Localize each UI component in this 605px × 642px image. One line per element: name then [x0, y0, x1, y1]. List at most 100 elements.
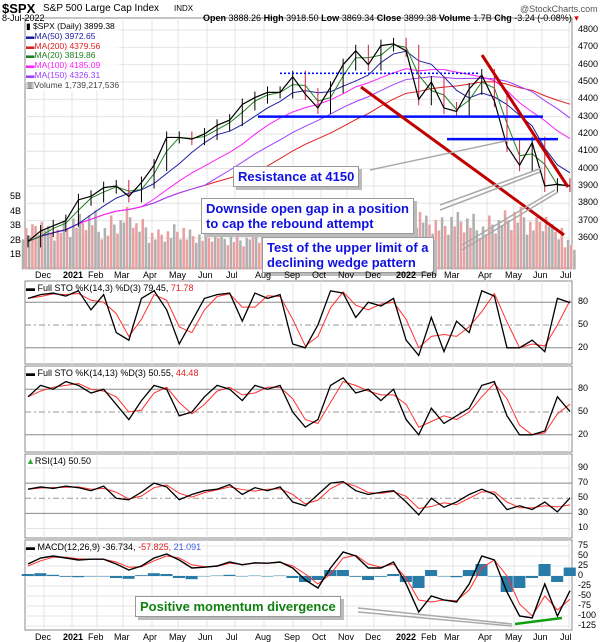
- annotation-wedge-line1: Test of the upper limit of a: [267, 240, 429, 255]
- volume-bar: [475, 230, 479, 270]
- macd-histogram-bar: [135, 575, 148, 576]
- sto2-k-text: Full STO %K(14,13) %D(3) 50.55,: [37, 368, 174, 378]
- date-tick: Aug: [255, 632, 272, 642]
- volume-tick: 1B: [10, 249, 22, 259]
- close-label: Close: [376, 13, 402, 23]
- volume-bar: [87, 215, 91, 270]
- macd-histogram-bar: [147, 573, 160, 576]
- price-tick: 4800: [578, 24, 599, 34]
- legend-text: MA(200) 4379.56: [34, 40, 101, 51]
- volume-bar: [469, 227, 472, 270]
- price-tick: 4400: [578, 93, 599, 104]
- volume-bar: [119, 220, 122, 270]
- volume-bar: [201, 240, 204, 270]
- sto2-label: ▬ Full STO %K(14,13) %D(3) 50.55, 44.48: [26, 368, 198, 378]
- volume-bar: [43, 230, 47, 270]
- macd-text: MACD(12,26,9) -36.734,: [37, 542, 136, 552]
- callout-line: [369, 139, 511, 171]
- sto2-tick: 20: [578, 428, 589, 439]
- legend-text: MA(100) 4185.09: [34, 60, 101, 71]
- volume-tick: 4B: [10, 205, 22, 216]
- volume-bar: [28, 235, 31, 270]
- legend-item: ▬MA(50) 3972.65: [26, 30, 119, 42]
- volume-bar: [447, 234, 450, 270]
- volume-bar: [198, 234, 201, 270]
- macd-histogram-bar: [59, 576, 72, 577]
- legend-swatch-icon: ▮: [26, 21, 34, 31]
- macd-histogram-bar: [462, 570, 475, 576]
- macd-histogram-bar: [21, 574, 34, 576]
- price-line: [27, 43, 571, 242]
- legend-swatch-icon: ▬: [26, 69, 35, 80]
- macd-histogram-bar: [72, 576, 85, 578]
- legend-item: ▬MA(100) 4185.09: [26, 60, 119, 71]
- date-tick: Nov: [338, 632, 355, 642]
- macd-histogram-bar: [97, 576, 110, 577]
- macd-histogram-bar: [286, 576, 299, 578]
- high-value: 3918.50: [286, 13, 319, 23]
- volume-bar: [163, 241, 167, 270]
- volume-bar: [138, 231, 141, 270]
- price-tick: 4200: [578, 127, 599, 138]
- volume-bar: [563, 247, 567, 270]
- volume-bar: [81, 223, 85, 270]
- legend-item: ▬MA(150) 4326.31: [26, 69, 119, 81]
- volume-bar: [232, 242, 236, 270]
- date-tick: Feb: [421, 632, 437, 642]
- macd-histogram-bar: [261, 576, 274, 577]
- macd-histogram-bar: [324, 570, 337, 576]
- date-tick: Jul: [560, 270, 572, 280]
- volume-bar: [516, 222, 519, 270]
- wedge-lower-line: [360, 85, 565, 237]
- macd-histogram-bar: [185, 576, 198, 580]
- chg-label: Chg: [494, 13, 512, 23]
- macd-tick: 0: [578, 570, 584, 580]
- volume-bar: [94, 210, 97, 270]
- date-tick: Mar: [444, 270, 460, 280]
- callout-line: [439, 171, 541, 211]
- volume-bar: [529, 221, 532, 270]
- macd-histogram-bar: [336, 570, 349, 576]
- date-tick: Jul: [226, 632, 238, 642]
- macd-histogram-bar: [84, 576, 97, 577]
- volume-bar: [220, 227, 223, 270]
- date-tick: Dec: [365, 270, 382, 280]
- date-tick: 2022: [396, 632, 417, 642]
- volume-tick: 5B: [10, 191, 22, 201]
- date-tick: Mar: [114, 632, 130, 642]
- annotation-wedge-line2: declining wedge pattern: [267, 255, 416, 270]
- date-tick: Apr: [478, 632, 493, 642]
- date-tick: Jun: [533, 270, 548, 280]
- volume-bar: [182, 228, 185, 270]
- chg-value: -3.24 (-0.08%): [514, 13, 572, 23]
- rsi-tick: 70: [578, 477, 589, 488]
- date-tick: Mar: [114, 270, 130, 280]
- volume-bar: [135, 223, 138, 270]
- macd-histogram-bar: [538, 564, 551, 576]
- legend-swatch: ▬: [26, 542, 35, 552]
- volume-bar: [125, 206, 129, 270]
- rsi-tick: 30: [578, 507, 589, 518]
- volume-bar: [557, 239, 560, 270]
- legend-swatch-icon: ▬: [26, 30, 35, 41]
- low-value: 3869.34: [341, 13, 375, 23]
- divergence-line: [514, 616, 563, 626]
- volume-bar: [560, 228, 564, 270]
- volume-bar: [519, 206, 523, 270]
- watermark: @StockCharts.com: [520, 4, 598, 14]
- low-label: Low: [321, 13, 340, 23]
- rsi-icon: ▲: [26, 456, 35, 466]
- date-tick: Mar: [444, 632, 460, 642]
- date-tick: Dec: [35, 632, 52, 642]
- volume-bar: [21, 239, 25, 270]
- macd-histogram-bar: [122, 576, 135, 579]
- volume-bar: [157, 229, 160, 270]
- volume-bar: [217, 238, 220, 270]
- price-tick: 3900: [578, 179, 599, 190]
- legend: ▮ $SPX (Daily) 3899.38 ▬MA(50) 3972.65 ▬MA…: [26, 21, 120, 91]
- volume-bar: [554, 231, 557, 270]
- date-tick: May: [505, 270, 523, 280]
- annotation-gap: Downside open gap in a position to cap th…: [201, 198, 414, 234]
- macd-histogram-bar: [399, 576, 412, 582]
